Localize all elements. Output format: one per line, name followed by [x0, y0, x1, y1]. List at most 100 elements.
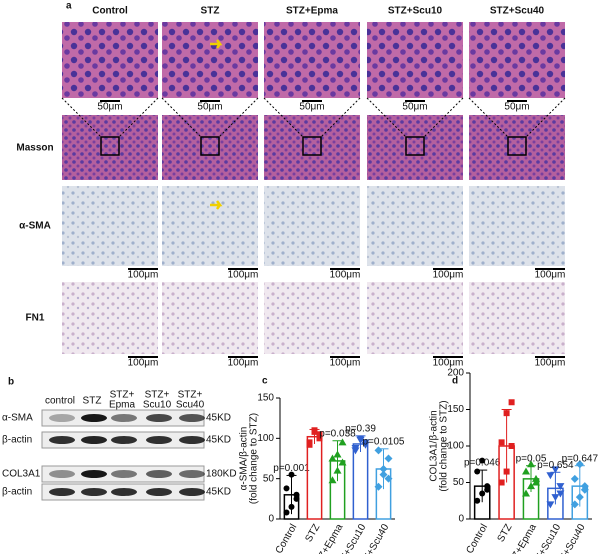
data-point [474, 468, 481, 475]
arrow [210, 39, 223, 49]
arrow [210, 200, 223, 210]
data-point [532, 478, 540, 486]
data-point [527, 482, 535, 490]
zoom-box [200, 136, 220, 156]
y-axis-label: (fold change to STZ) [249, 413, 260, 504]
p-value: p=0.647 [562, 453, 599, 464]
zoom-box [405, 136, 425, 156]
scale-label: 50μm [97, 102, 122, 113]
blot-size: 45KD [206, 435, 231, 446]
scale-label: 50μm [402, 102, 427, 113]
p-value: p=0.038 [319, 428, 356, 439]
data-point [532, 474, 540, 482]
y-tick-label: 150 [257, 393, 274, 404]
p-value: p=0.39 [345, 424, 376, 435]
band [146, 470, 172, 478]
band [146, 414, 172, 422]
panel-label: a [66, 1, 72, 12]
data-point [356, 436, 365, 444]
data-point [570, 500, 579, 509]
band [179, 414, 205, 422]
scale-label: 100μm [330, 358, 361, 369]
column-label: STZ+Epma [286, 6, 338, 17]
histology-image [62, 282, 158, 354]
histology-image [264, 115, 360, 180]
histology-image [162, 282, 258, 354]
panel-label: d [452, 376, 458, 387]
inset-image [162, 22, 258, 98]
histology-image [469, 282, 565, 354]
scale-label: 100μm [535, 270, 566, 281]
band [49, 436, 75, 444]
bar [352, 443, 369, 520]
data-point [384, 454, 393, 463]
data-point [522, 489, 530, 497]
y-tick-label: 50 [453, 477, 465, 488]
data-point [374, 482, 383, 491]
blot-label: β-actin [2, 435, 32, 446]
blot-size: 45KD [206, 413, 231, 424]
y-tick-label: 50 [263, 473, 275, 484]
lane-label: STZ [83, 396, 102, 407]
data-point [508, 443, 515, 449]
zoom-line [218, 97, 259, 138]
blot-size: 45KD [206, 487, 231, 498]
data-point [503, 410, 510, 417]
data-point [288, 503, 295, 510]
band [81, 488, 107, 496]
band [81, 470, 107, 478]
scale-label: 100μm [128, 358, 159, 369]
lane-label: Epma [109, 400, 136, 411]
data-point [546, 501, 555, 509]
lane-label: control [45, 396, 75, 407]
data-point [479, 490, 486, 497]
inset-image [62, 22, 158, 98]
data-point [333, 450, 342, 458]
column-label: STZ+Scu10 [388, 6, 443, 17]
x-tick-label: Control [274, 522, 300, 554]
y-tick-label: 0 [458, 514, 464, 525]
histology-image [264, 282, 360, 354]
data-point [479, 457, 486, 464]
zoom-line [161, 97, 202, 138]
data-point [338, 458, 347, 466]
data-point [283, 509, 290, 516]
p-value: p=0.001 [273, 463, 310, 474]
scale-label: 100μm [433, 270, 464, 281]
scale-label: 100μm [330, 270, 361, 281]
data-point [311, 428, 318, 435]
histology-image [367, 115, 463, 180]
histology-image [469, 115, 565, 180]
panel-label: c [262, 376, 268, 387]
lane-label: Scu10 [143, 400, 172, 411]
blot-size: 180KD [206, 469, 237, 480]
zoom-box [100, 136, 120, 156]
data-point [575, 460, 584, 469]
data-point [551, 494, 560, 502]
column-label: STZ+Scu40 [490, 6, 545, 17]
histology-image [367, 186, 463, 266]
p-value: p=0.654 [537, 460, 574, 471]
zoom-box [507, 136, 527, 156]
band [111, 488, 137, 496]
lane-label: STZ+ [178, 390, 203, 401]
histology-image [62, 186, 158, 266]
data-point [546, 472, 555, 480]
blot-label: COL3A1 [2, 469, 41, 480]
lane-label: Scu40 [176, 400, 205, 411]
data-point [527, 460, 535, 468]
band [49, 470, 75, 478]
data-point [333, 466, 342, 474]
data-point [498, 439, 505, 446]
data-point [328, 454, 337, 462]
lane-label: STZ+ [145, 390, 170, 401]
scale-label: 50μm [299, 102, 324, 113]
data-point [338, 438, 347, 446]
blot-label: α-SMA [2, 413, 33, 424]
band [111, 414, 137, 422]
inset-image [469, 22, 565, 98]
band [111, 470, 137, 478]
zoom-line [468, 97, 509, 138]
x-tick-label: STZ [496, 522, 515, 544]
